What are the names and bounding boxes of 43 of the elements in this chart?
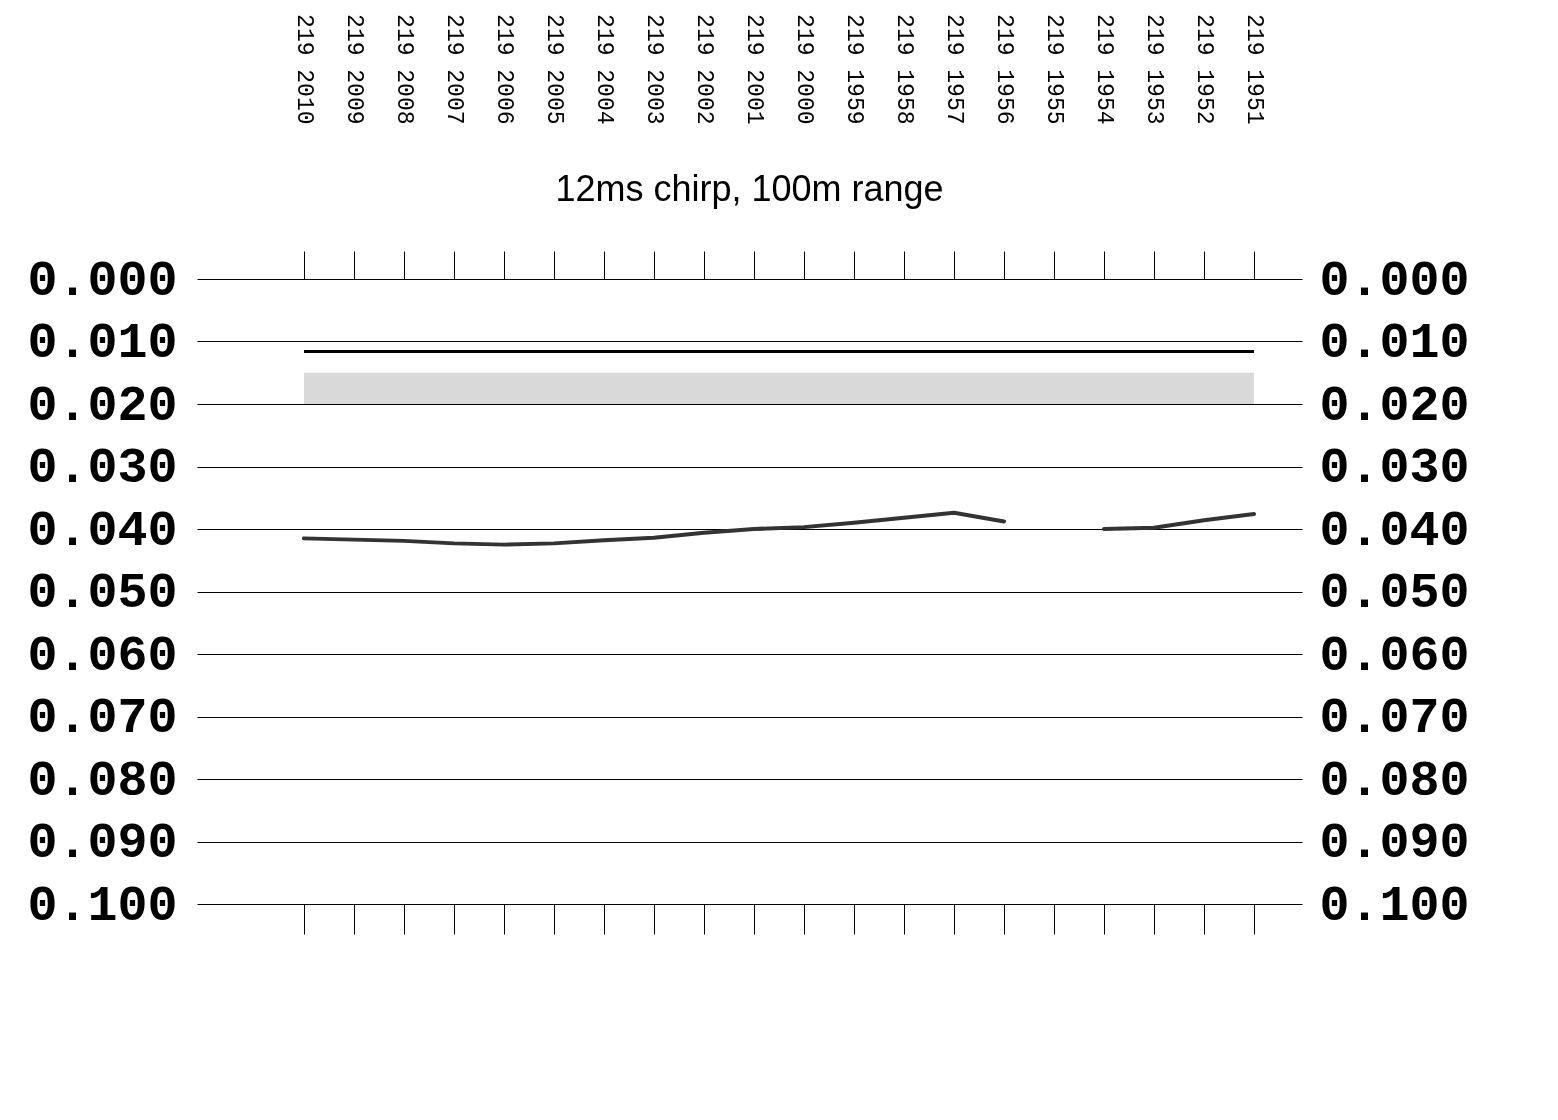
y2-tick-label: 0.040 — [1319, 502, 1470, 560]
y-tick-label: 0.020 — [27, 377, 178, 435]
x-tick-label: 219 1956 — [990, 14, 1017, 125]
y-tick-label: 0.080 — [27, 752, 178, 810]
y2-tick-label: 0.030 — [1319, 440, 1470, 497]
x-tick-label: 219 2007 — [440, 14, 467, 125]
y-tick-label: 0.100 — [27, 877, 178, 935]
y2-tick-label: 0.010 — [1319, 315, 1470, 372]
y-tick-label: 0.090 — [27, 815, 178, 872]
x-tick-label: 219 2001 — [740, 14, 767, 125]
x-tick-label: 219 1959 — [840, 14, 867, 125]
x-tick-label: 219 2003 — [640, 14, 667, 125]
x-tick-label: 219 1958 — [890, 14, 917, 125]
y2-tick-label: 0.090 — [1319, 815, 1470, 872]
y2-tick-label: 0.000 — [1319, 252, 1470, 310]
y2-tick-label: 0.080 — [1319, 752, 1470, 810]
chart-title: 12ms chirp, 100m range — [555, 167, 944, 209]
x-tick-label: 219 1951 — [1240, 14, 1267, 125]
y-tick-label: 0.030 — [27, 440, 178, 497]
x-tick-label: 219 2000 — [790, 14, 817, 125]
y-tick-label: 0.040 — [27, 502, 178, 560]
x-tick-label: 219 2004 — [590, 14, 617, 125]
x-tick-label: 219 2010 — [290, 14, 317, 125]
y-tick-label: 0.010 — [27, 315, 178, 372]
x-tick-label: 219 2006 — [490, 14, 517, 125]
y-tick-label: 0.060 — [27, 627, 178, 685]
y-tick-label: 0.000 — [27, 252, 178, 310]
x-tick-label: 219 2005 — [540, 14, 567, 125]
x-tick-label: 219 1957 — [940, 14, 967, 125]
y2-tick-label: 0.100 — [1319, 877, 1470, 935]
y-tick-label: 0.050 — [27, 565, 178, 622]
y2-tick-label: 0.060 — [1319, 627, 1470, 685]
x-tick-label: 219 2009 — [340, 14, 367, 125]
y2-tick-label: 0.020 — [1319, 377, 1470, 435]
x-tick-label: 219 2002 — [690, 14, 717, 125]
x-tick-label: 219 1952 — [1190, 14, 1217, 125]
x-tick-label: 219 1953 — [1140, 14, 1167, 125]
x-tick-label: 219 1955 — [1040, 14, 1067, 125]
y2-tick-label: 0.050 — [1319, 565, 1470, 622]
x-tick-label: 219 1954 — [1090, 14, 1117, 125]
y-tick-label: 0.070 — [27, 690, 178, 747]
x-tick-label: 219 2008 — [390, 14, 417, 125]
y2-tick-label: 0.070 — [1319, 690, 1470, 747]
